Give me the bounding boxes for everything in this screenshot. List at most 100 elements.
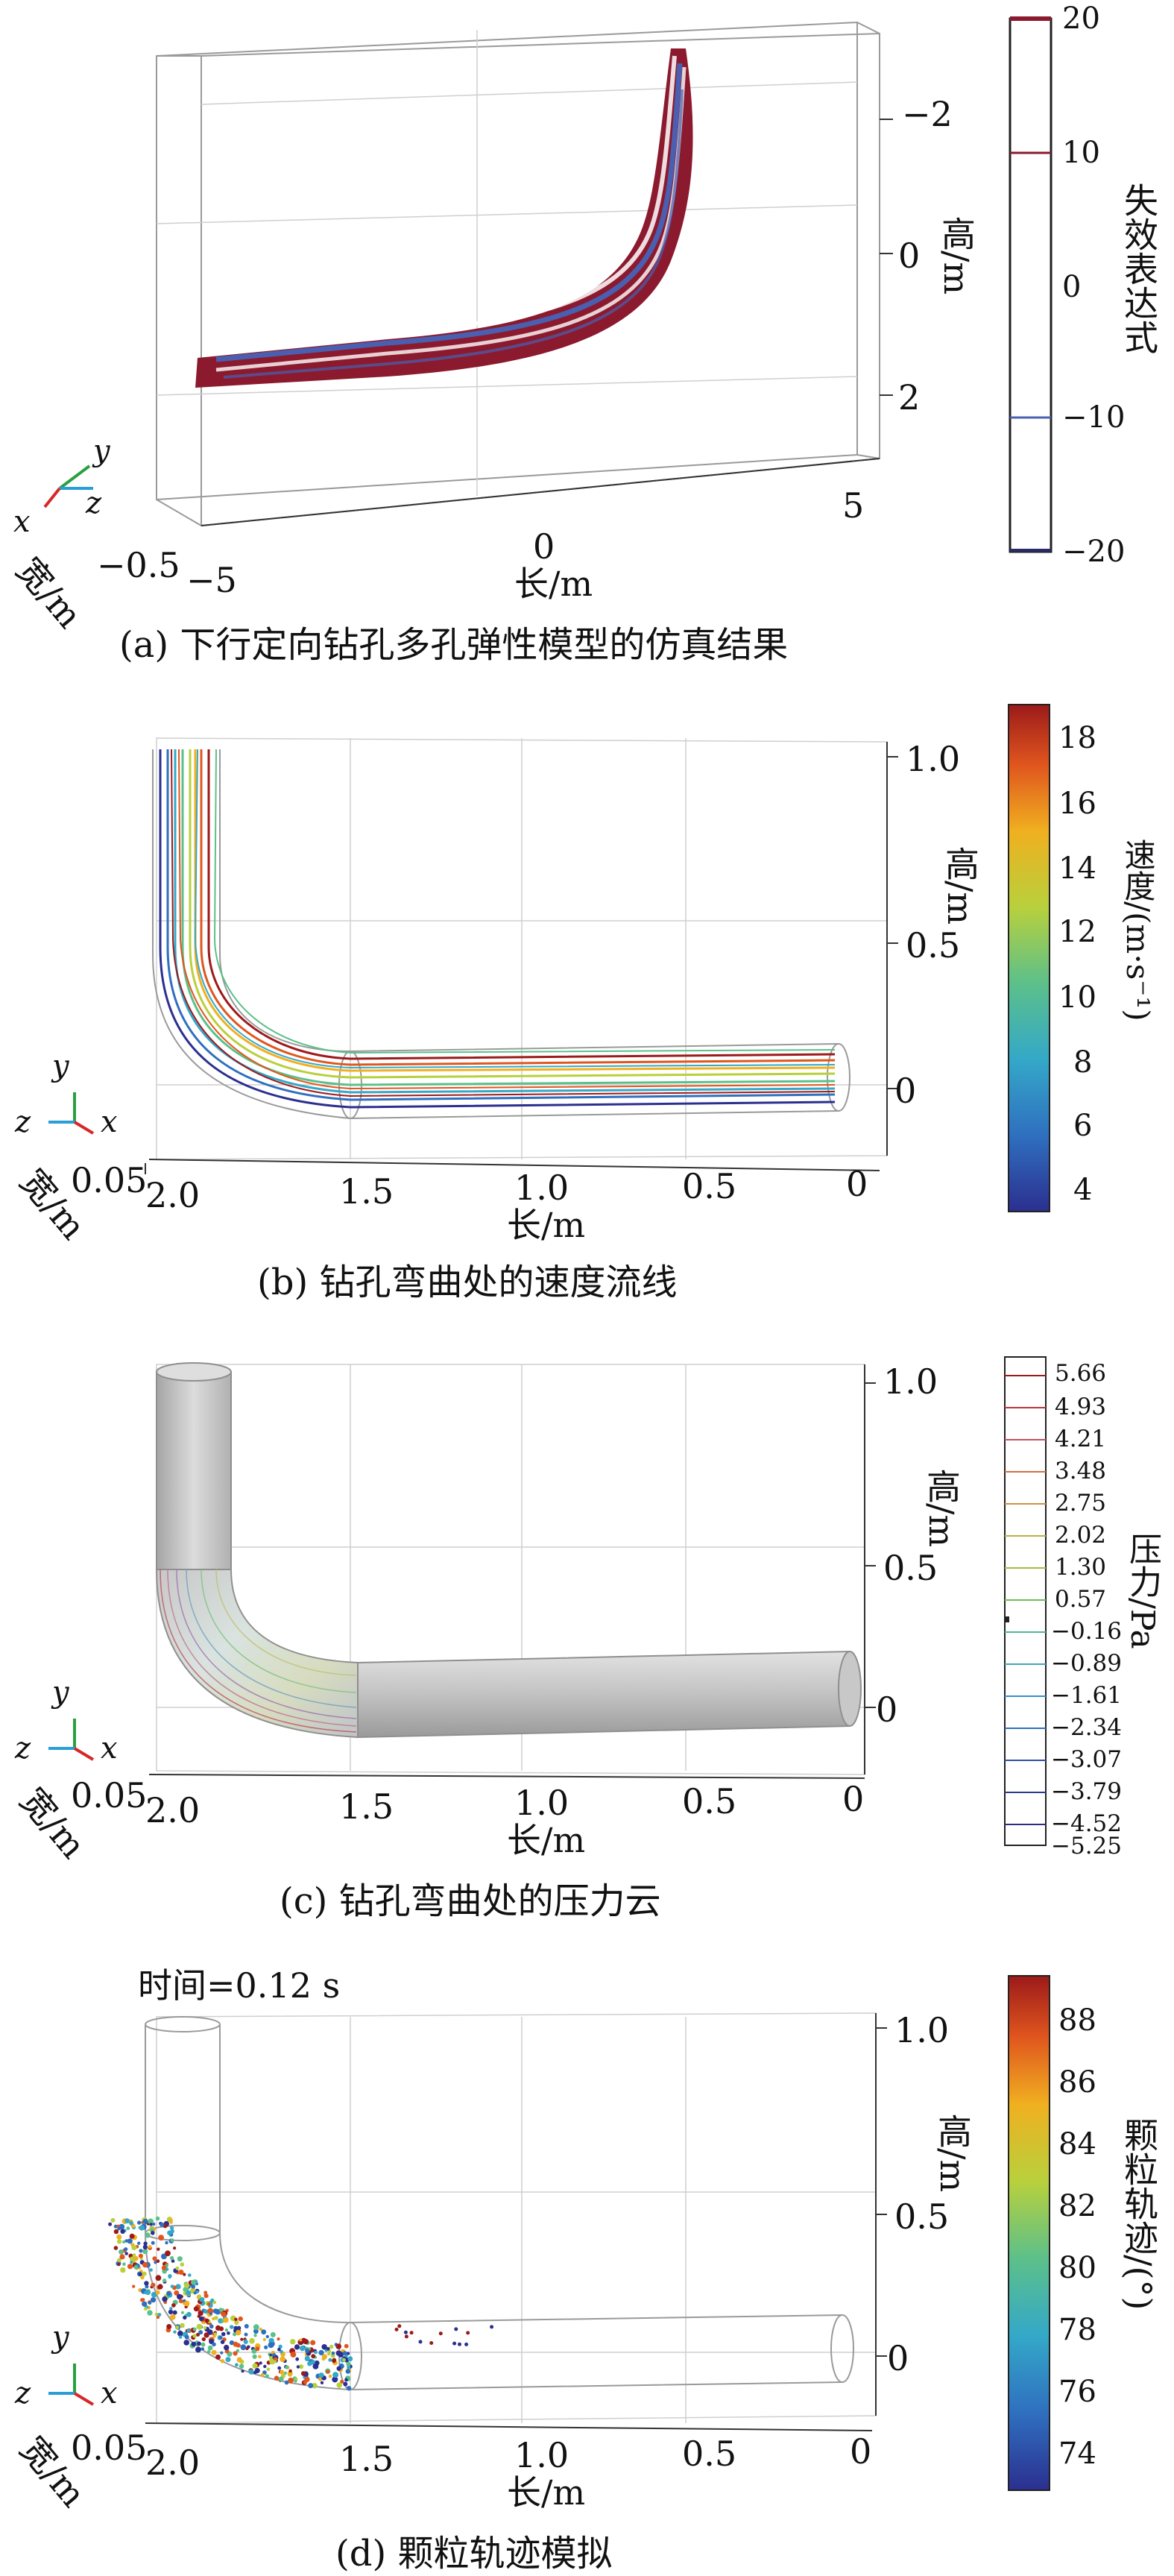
x-tick-3: 1.0 [514, 1783, 569, 1823]
z-tick-1: 1.0 [883, 1361, 938, 1402]
particle [122, 2262, 126, 2266]
x-tick-2: 0 [533, 526, 555, 567]
cb-tick: 10 [1062, 136, 1100, 170]
particle [294, 2379, 297, 2383]
particle [170, 2238, 174, 2243]
particle [290, 2352, 297, 2358]
cb-tick: −0.89 [1051, 1650, 1122, 1677]
particle [173, 2330, 177, 2334]
particle [140, 2275, 145, 2280]
cb-tick: 2.75 [1055, 1490, 1107, 1517]
x-tick-1: 2.0 [145, 1175, 201, 1215]
particle [255, 2346, 260, 2352]
particle [326, 2369, 330, 2374]
particle [288, 2369, 292, 2373]
panel-d: 时间=0.12 s 1.0 0.5 0 高/m 2.0 1.5 1.0 0.5 … [0, 1946, 1174, 2575]
x-tick-2: 1.5 [339, 1171, 394, 1212]
panel-a-triad [43, 465, 93, 508]
particle [234, 2317, 238, 2321]
particle [320, 2381, 324, 2384]
particle [113, 2224, 118, 2229]
x-tick-4: 0.5 [682, 2434, 737, 2474]
particle [151, 2282, 156, 2287]
z-tick-3: 0 [894, 1071, 917, 1111]
particle [233, 2332, 237, 2337]
particle [113, 2246, 119, 2250]
particle [158, 2235, 165, 2241]
particle [149, 2268, 153, 2272]
particle [268, 2337, 274, 2344]
particle [299, 2338, 303, 2342]
particle [212, 2300, 217, 2305]
triad-y: y [52, 1049, 69, 1083]
particle [318, 2377, 323, 2381]
particle [132, 2284, 136, 2288]
particle [191, 2279, 196, 2285]
particle [209, 2324, 214, 2329]
particle [180, 2323, 185, 2328]
particle [240, 2337, 244, 2341]
particle [397, 2324, 402, 2328]
x-tick-5: 0 [842, 1779, 865, 1819]
particle [168, 2218, 173, 2223]
particle [119, 2249, 124, 2255]
z-tick-1: 1.0 [894, 2010, 950, 2050]
particle [117, 2239, 122, 2244]
particle [332, 2372, 339, 2378]
particle [340, 2379, 344, 2384]
particle [148, 2218, 154, 2225]
particle [254, 2367, 260, 2374]
particle [201, 2347, 205, 2351]
particle [200, 2297, 205, 2302]
particle [268, 2342, 274, 2349]
panel-a-caption: (a) 下行定向钻孔多孔弹性模型的仿真结果 [119, 624, 789, 666]
particle [236, 2325, 242, 2331]
particle [458, 2342, 461, 2346]
particle [288, 2377, 294, 2384]
particle [139, 2249, 143, 2253]
z-axis-label: 高/m [932, 2114, 973, 2193]
particle [213, 2332, 218, 2336]
particle [418, 2340, 423, 2344]
particle [124, 2218, 130, 2224]
x-tick-5: 0 [846, 1164, 868, 1204]
cb-tick: 0 [1062, 270, 1082, 304]
particle [303, 2339, 309, 2345]
particle [278, 2344, 283, 2349]
particle [262, 2337, 266, 2341]
particle [157, 2247, 160, 2251]
particle [310, 2340, 316, 2346]
particle [198, 2311, 203, 2317]
cb-tick: 74 [1058, 2437, 1096, 2471]
particle [120, 2267, 126, 2273]
particle [167, 2230, 172, 2235]
particle [145, 2232, 151, 2238]
particle [223, 2317, 229, 2323]
cb-tick: −10 [1062, 400, 1126, 435]
particle [234, 2321, 239, 2325]
cb-tick: 20 [1062, 1, 1100, 36]
particle [265, 2374, 269, 2378]
particle [220, 2351, 224, 2355]
particle [312, 2364, 319, 2369]
particle [342, 2351, 347, 2356]
particle [160, 2222, 165, 2227]
particle [207, 2345, 213, 2351]
particle [155, 2290, 160, 2295]
particle [157, 2313, 162, 2317]
panel-a-box [156, 21, 880, 527]
particle [258, 2355, 262, 2359]
particle [245, 2346, 249, 2351]
particle [239, 2364, 244, 2369]
cb-tick: 5.66 [1055, 1360, 1107, 1387]
particle [253, 2334, 257, 2337]
particle [203, 2332, 209, 2338]
particle [307, 2361, 312, 2366]
x-axis-label: 长/m [514, 564, 593, 604]
particle [344, 2343, 349, 2349]
particle [224, 2344, 230, 2351]
cb-tick: −0.16 [1051, 1618, 1122, 1645]
particle [235, 2363, 239, 2367]
particle [345, 2369, 350, 2374]
particle [273, 2360, 277, 2364]
